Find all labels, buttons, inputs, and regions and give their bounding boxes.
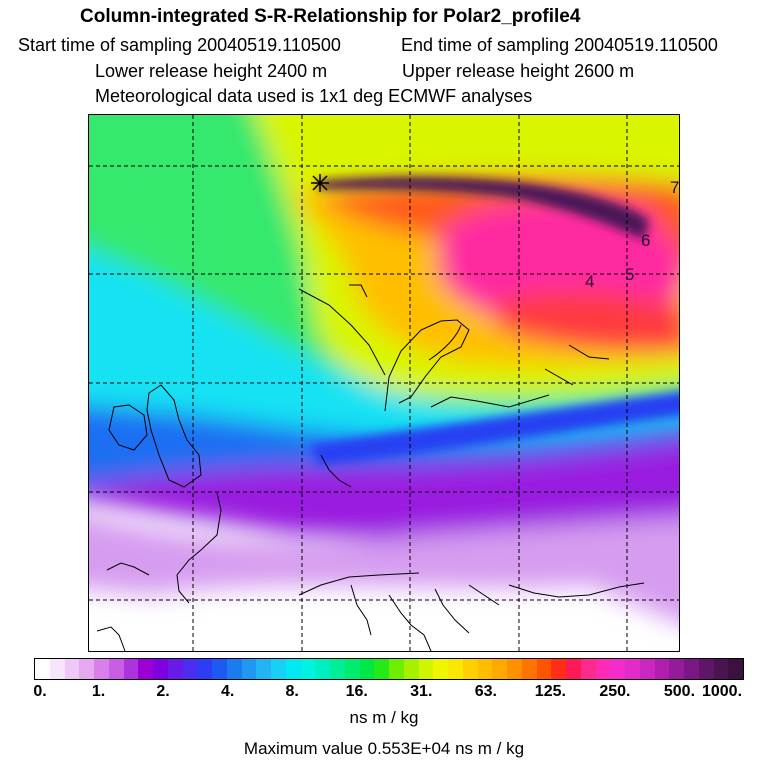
colorbar-tick-label: 2. [156,683,170,700]
colorbar-swatch [153,659,168,679]
colorbar-swatch [566,659,581,679]
colorbar-swatch [403,659,419,679]
colorbar-swatch [595,659,611,679]
colorbar-swatch [448,659,463,679]
colorbar [34,658,744,680]
colorbar-swatch [64,659,80,679]
colorbar-swatch [389,659,404,679]
colorbar-tick-label: 16. [345,683,368,700]
colorbar-swatch [625,659,640,679]
colorbar-swatch [359,659,375,679]
contour-label-5: 5 [625,265,634,284]
colorbar-swatch [698,659,714,679]
plot-title: Column-integrated S-R-Relationship for P… [80,6,581,27]
colorbar-tick-label: 1. [91,683,106,700]
colorbar-swatch [212,659,227,679]
map-canvas: 7 6 5 4 [89,115,679,651]
colorbar-swatch [669,659,684,679]
colorbar-swatch [492,659,507,679]
colorbar-swatch [226,659,242,679]
colorbar-swatch [639,659,655,679]
sensitivity-map: 7 6 5 4 [88,114,680,652]
lower-release-height-label: Lower release height 2400 m [95,61,328,81]
maximum-value-label: Maximum value 0.553E+04 ns m / kg [243,739,525,758]
colorbar-tick-label: 1000. [701,683,743,700]
colorbar-swatch [551,659,566,679]
grid-lines [89,115,679,651]
colorbar-tick-label: 8. [285,683,299,700]
colorbar-swatch [35,659,50,679]
colorbar-swatch [344,659,360,679]
colorbar-swatch [241,659,257,679]
contour-label-7: 7 [670,178,679,197]
colorbar-tick-label: 125. [534,683,566,700]
release-point-marker [311,174,329,192]
colorbar-swatch [271,659,286,679]
colorbar-swatch [433,659,448,679]
colorbar-swatch [374,659,389,679]
colorbar-swatch [123,659,139,679]
start-time-label: Start time of sampling 20040519.110500 [18,35,341,55]
concentration-field [89,115,679,651]
colorbar-swatch [418,659,434,679]
colorbar-tick-label: 500. [663,683,696,700]
colorbar-swatch [94,659,109,679]
upper-release-height-label: Upper release height 2600 m [402,61,635,81]
colorbar-tick-label: 0. [33,683,47,700]
colorbar-swatch [521,659,537,679]
field-red-lower-region [499,291,679,352]
colorbar-swatch [654,659,670,679]
colorbar-swatch [108,659,124,679]
colorbar-swatch [580,659,596,679]
colorbar-swatch [462,659,478,679]
colorbar-units-label: ns m / kg [349,708,419,727]
colorbar-swatch [610,659,625,679]
contour-label-4: 4 [585,272,594,291]
colorbar-swatch [197,659,212,679]
meteorological-data-label: Meteorological data used is 1x1 deg ECMW… [95,86,533,106]
colorbar-swatch [713,659,729,679]
colorbar-swatch [477,659,493,679]
colorbar-swatch [138,659,153,679]
colorbar-tick-label: 4. [220,683,235,700]
contour-labels: 7 6 5 4 [585,178,679,291]
colorbar-swatch [300,659,316,679]
colorbar-swatch [536,659,552,679]
field-purple-patch [89,515,679,623]
colorbar-swatch [684,659,699,679]
trajectory-plume [319,176,649,240]
colorbar-swatch [167,659,183,679]
contour-label-6: 6 [641,231,650,250]
colorbar-swatch [330,659,345,679]
colorbar-swatch [728,659,743,679]
colorbar-swatch [285,659,301,679]
field-cyan-region [89,235,679,439]
colorbar-swatch [256,659,271,679]
colorbar-swatch [315,659,330,679]
colorbar-tick-label: 250. [599,683,631,700]
colorbar-swatch [49,659,65,679]
colorbar-swatch [182,659,198,679]
colorbar-tick-label: 63. [474,683,497,700]
colorbar-swatch [507,659,522,679]
field-blue-stripe [309,391,679,465]
coastlines [96,284,645,651]
end-time-label: End time of sampling 20040519.110500 [401,35,718,55]
colorbar-swatch [79,659,94,679]
colorbar-tick-label: 31. [410,683,433,700]
